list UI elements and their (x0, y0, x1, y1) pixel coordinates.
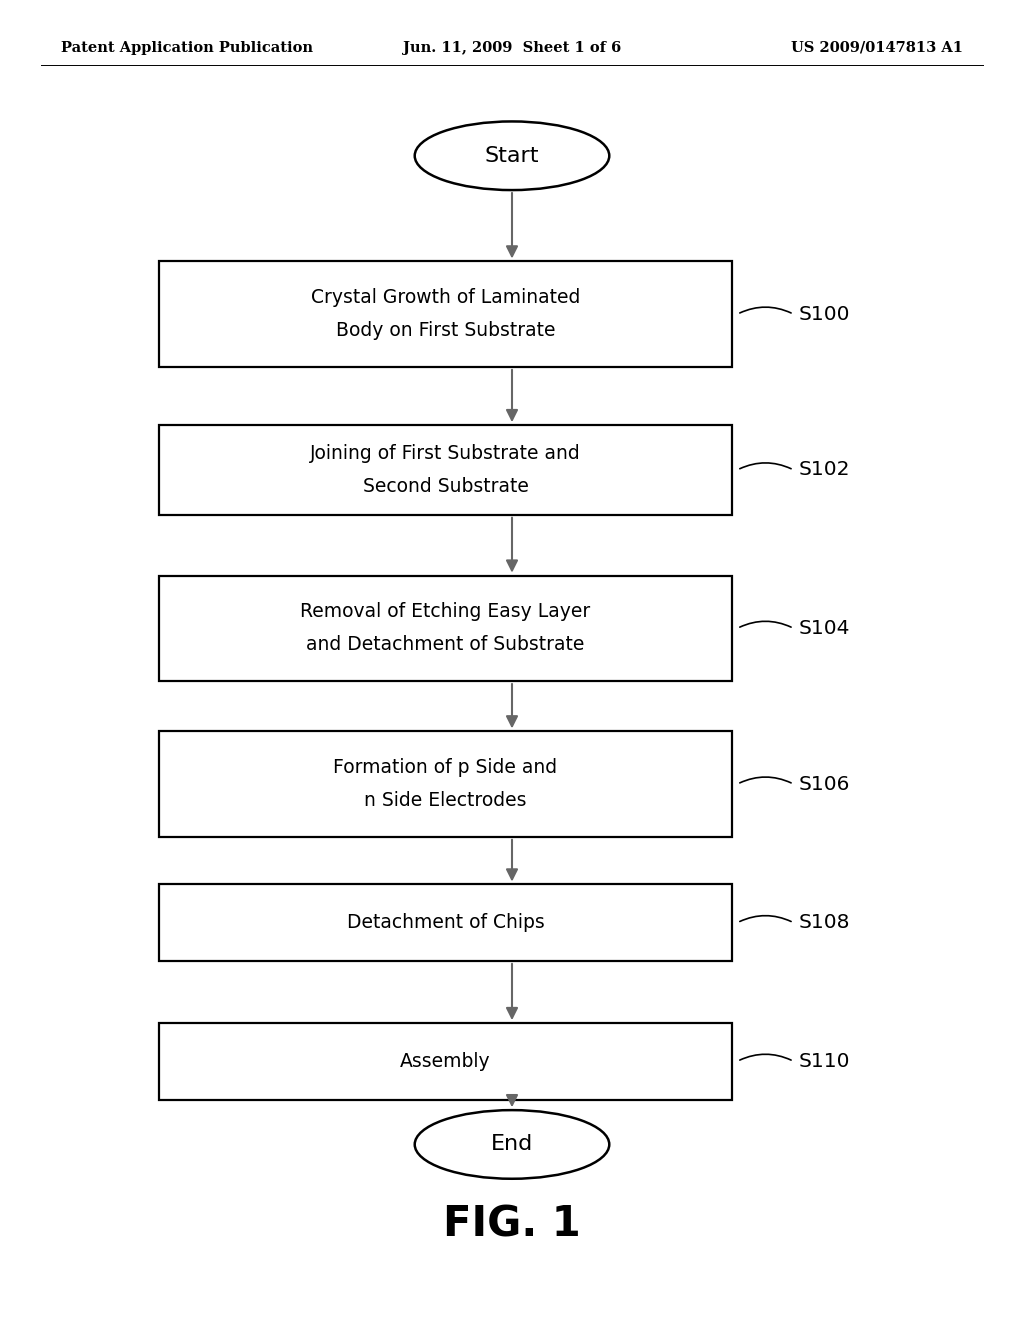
Text: S106: S106 (799, 775, 850, 793)
Text: n Side Electrodes: n Side Electrodes (365, 791, 526, 810)
Text: Second Substrate: Second Substrate (362, 477, 528, 496)
Text: S108: S108 (799, 913, 850, 932)
Text: End: End (490, 1134, 534, 1155)
Text: S102: S102 (799, 461, 850, 479)
Text: Formation of p Side and: Formation of p Side and (334, 758, 557, 777)
Text: US 2009/0147813 A1: US 2009/0147813 A1 (791, 41, 963, 54)
Text: Assembly: Assembly (400, 1052, 490, 1071)
Text: Detachment of Chips: Detachment of Chips (346, 913, 545, 932)
Ellipse shape (415, 1110, 609, 1179)
Text: Joining of First Substrate and: Joining of First Substrate and (310, 444, 581, 463)
Ellipse shape (415, 121, 609, 190)
Text: Jun. 11, 2009  Sheet 1 of 6: Jun. 11, 2009 Sheet 1 of 6 (402, 41, 622, 54)
Text: Start: Start (484, 145, 540, 166)
Text: Body on First Substrate: Body on First Substrate (336, 321, 555, 341)
Text: Removal of Etching Easy Layer: Removal of Etching Easy Layer (300, 602, 591, 622)
Text: and Detachment of Substrate: and Detachment of Substrate (306, 635, 585, 655)
Text: FIG. 1: FIG. 1 (443, 1204, 581, 1246)
Text: Patent Application Publication: Patent Application Publication (61, 41, 313, 54)
Text: S104: S104 (799, 619, 850, 638)
FancyBboxPatch shape (159, 1023, 732, 1100)
Text: Crystal Growth of Laminated: Crystal Growth of Laminated (310, 288, 581, 308)
Text: S100: S100 (799, 305, 850, 323)
Text: S110: S110 (799, 1052, 850, 1071)
FancyBboxPatch shape (159, 731, 732, 837)
FancyBboxPatch shape (159, 576, 732, 681)
FancyBboxPatch shape (159, 884, 732, 961)
FancyBboxPatch shape (159, 261, 732, 367)
FancyBboxPatch shape (159, 425, 732, 515)
